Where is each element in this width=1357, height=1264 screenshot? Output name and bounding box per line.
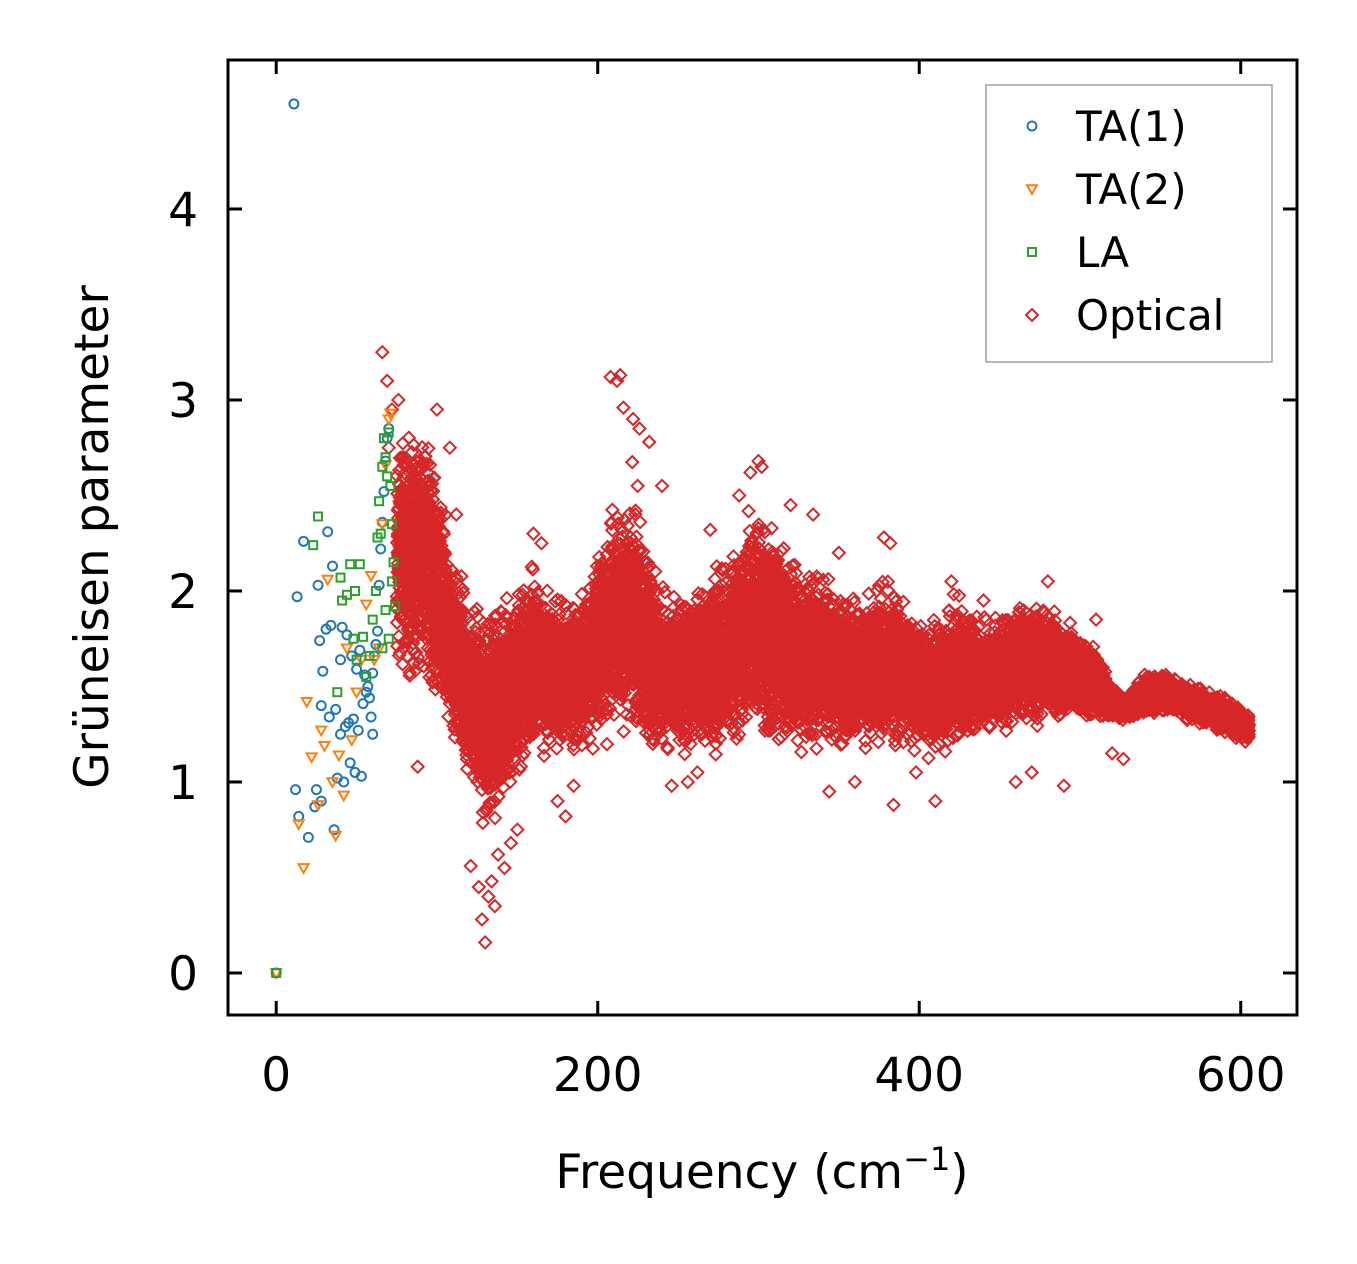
optical-point xyxy=(425,675,441,690)
plot-area xyxy=(269,98,1257,980)
optical-point xyxy=(434,543,450,559)
optical-point xyxy=(431,560,447,576)
optical-point xyxy=(430,568,446,583)
optical-point xyxy=(407,598,422,613)
optical-point xyxy=(451,585,467,601)
optical-point xyxy=(432,632,447,648)
optical-point xyxy=(392,489,408,505)
optical-point xyxy=(429,664,445,680)
optical-point xyxy=(426,519,442,535)
optical-point xyxy=(389,615,405,631)
optical-point xyxy=(414,569,430,585)
optical-point xyxy=(429,600,445,616)
optical-point xyxy=(393,610,409,626)
optical-point xyxy=(391,462,407,478)
optical-point xyxy=(398,450,414,466)
optical-point xyxy=(398,610,414,626)
optical-point xyxy=(392,496,408,512)
optical-point xyxy=(417,577,433,592)
optical-point xyxy=(419,589,435,605)
optical-point xyxy=(433,572,449,588)
optical-point xyxy=(401,631,416,647)
optical-point xyxy=(392,645,408,661)
optical-point xyxy=(395,435,411,451)
optical-point xyxy=(399,550,415,566)
optical-point xyxy=(416,658,432,674)
optical-point xyxy=(415,588,430,604)
optical-point xyxy=(404,605,420,621)
optical-point xyxy=(417,449,433,465)
optical-point xyxy=(433,500,448,515)
optical-point xyxy=(426,470,442,486)
optical-point xyxy=(422,473,438,488)
optical-point xyxy=(406,655,422,671)
optical-point xyxy=(391,628,407,644)
series-optical xyxy=(374,344,1257,950)
optical-point xyxy=(413,483,429,499)
optical-point xyxy=(399,648,415,664)
optical-point xyxy=(430,539,446,555)
optical-point xyxy=(415,559,431,574)
optical-point xyxy=(389,638,405,654)
optical-point xyxy=(393,565,409,581)
optical-point xyxy=(414,548,430,564)
optical-point xyxy=(430,644,446,660)
optical-point xyxy=(392,526,407,542)
optical-point xyxy=(389,468,405,484)
optical-point xyxy=(423,483,439,499)
optical-point xyxy=(396,557,412,572)
optical-point xyxy=(417,541,433,557)
optical-point xyxy=(415,601,431,617)
optical-point xyxy=(417,501,432,517)
optical-point xyxy=(430,513,446,529)
optical-point xyxy=(430,584,446,600)
optical-point xyxy=(398,570,414,586)
optical-point xyxy=(403,489,419,505)
optical-point xyxy=(390,526,406,542)
optical-point xyxy=(419,498,435,514)
optical-point xyxy=(414,477,429,492)
optical-point xyxy=(396,483,412,499)
optical-point xyxy=(419,456,435,472)
optical-point xyxy=(432,533,447,549)
optical-point xyxy=(400,622,416,638)
optical-point xyxy=(440,596,456,612)
optical-point xyxy=(402,665,418,681)
optical-point xyxy=(415,514,431,530)
optical-point xyxy=(410,649,426,665)
optical-point xyxy=(425,483,441,499)
